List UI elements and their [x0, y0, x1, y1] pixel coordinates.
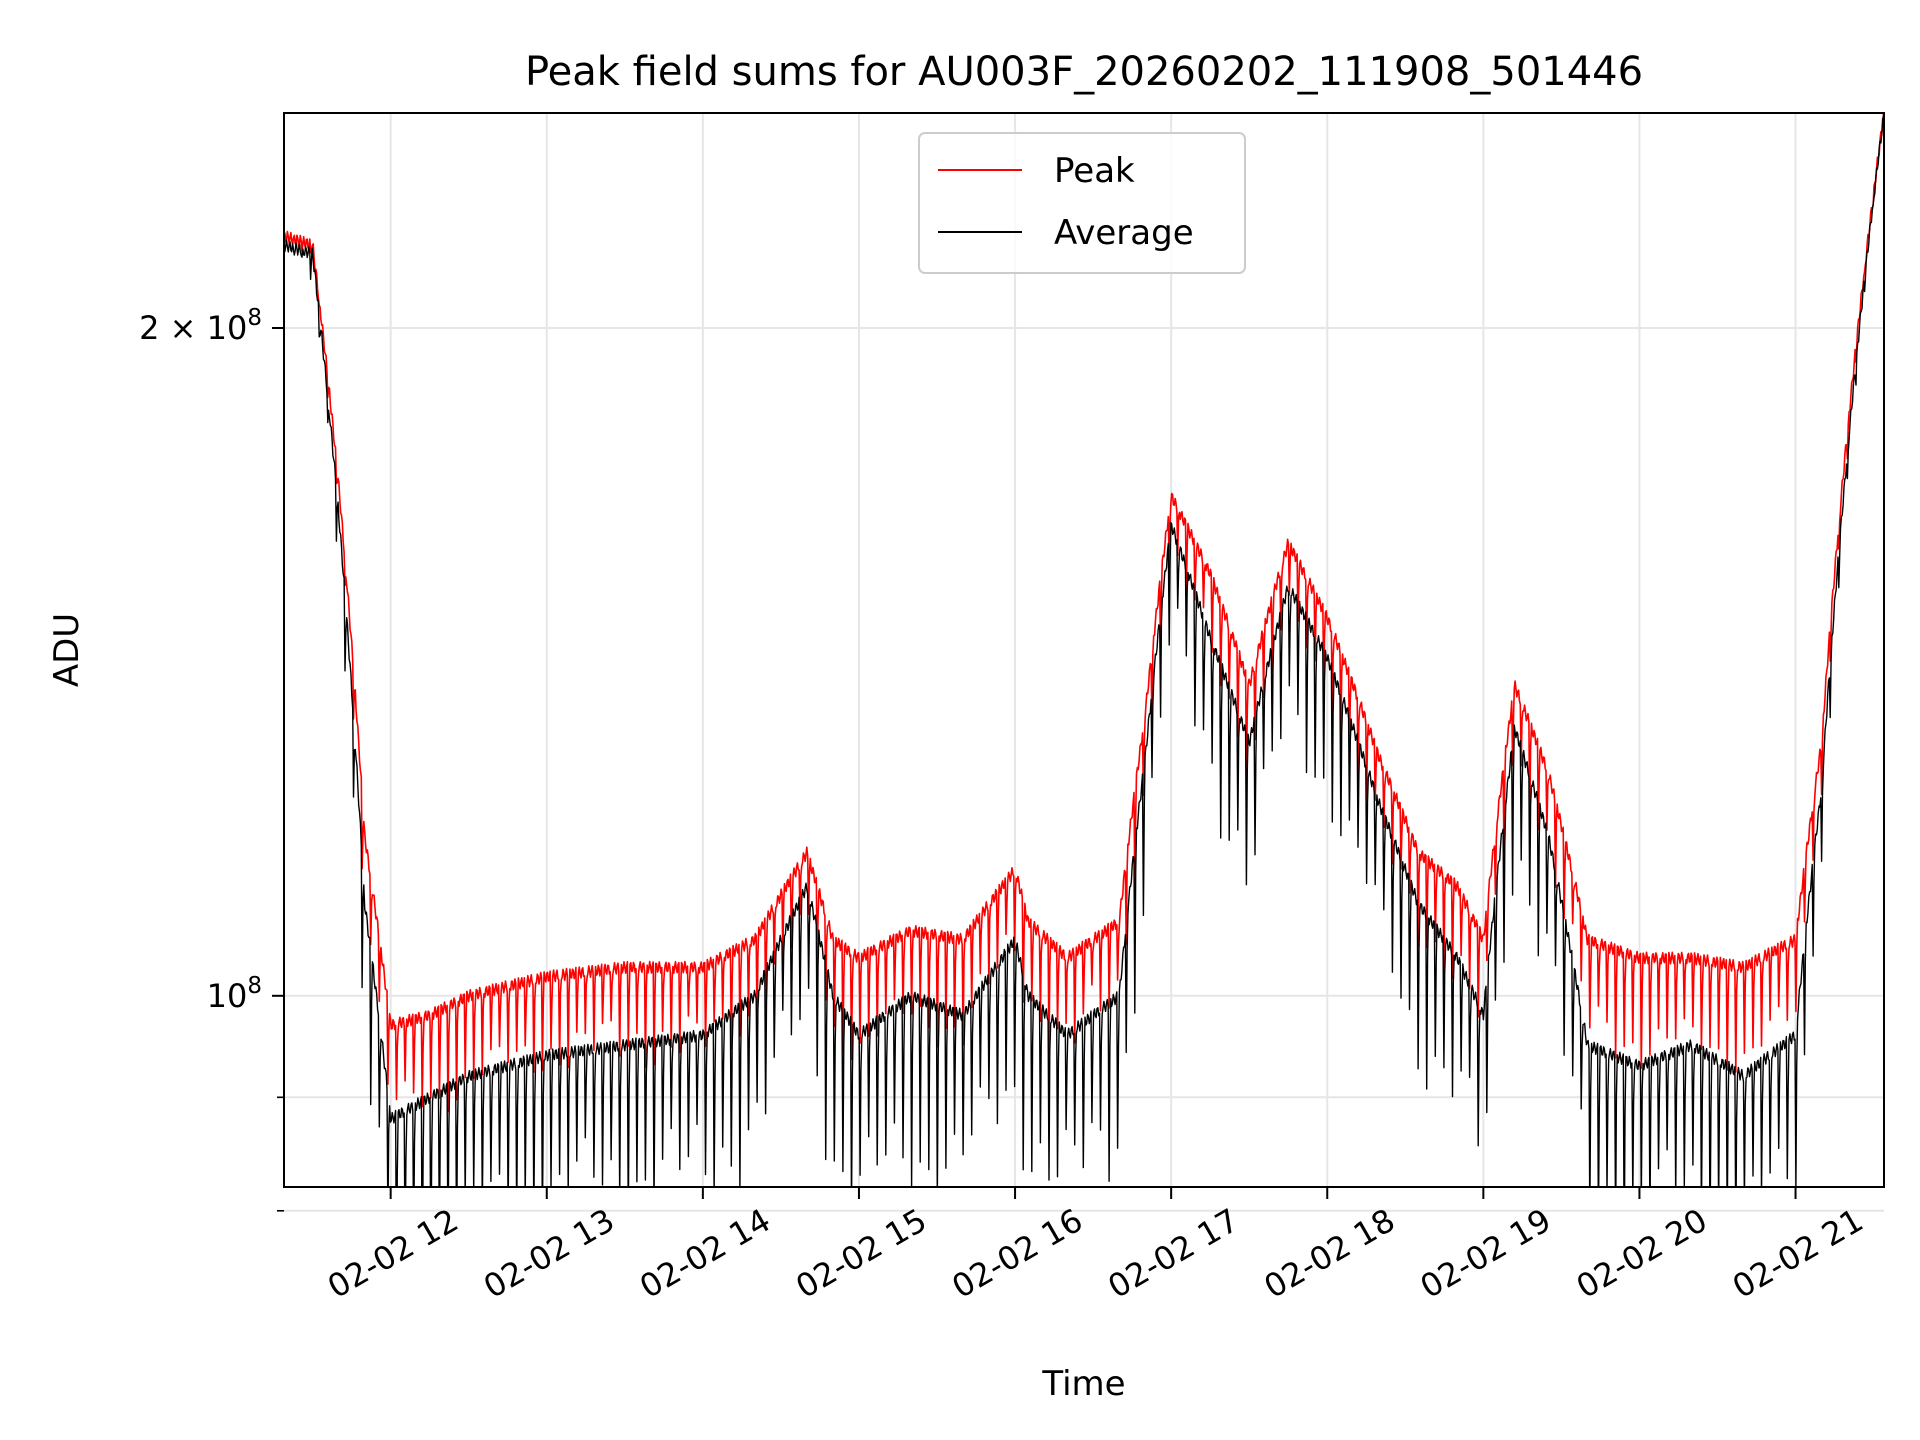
x-axis-label: Time [1041, 1364, 1125, 1404]
plot-series-area [284, 113, 1884, 1187]
y-tick-label: 2 × 108 [139, 305, 262, 347]
legend-label-peak: Peak [1054, 151, 1135, 191]
series-line-peak [284, 113, 1884, 1113]
chart-title: Peak field sums for AU003F_20260202_1119… [525, 49, 1643, 95]
y-axis-label: ADU [47, 613, 87, 687]
legend-box [918, 132, 1246, 274]
plot-frame [283, 112, 1885, 1188]
y-tick-label: 108 [207, 973, 262, 1015]
series-line-average [284, 116, 1884, 1187]
legend: Peak Average [918, 132, 1246, 274]
legend-label-average: Average [1054, 213, 1194, 253]
